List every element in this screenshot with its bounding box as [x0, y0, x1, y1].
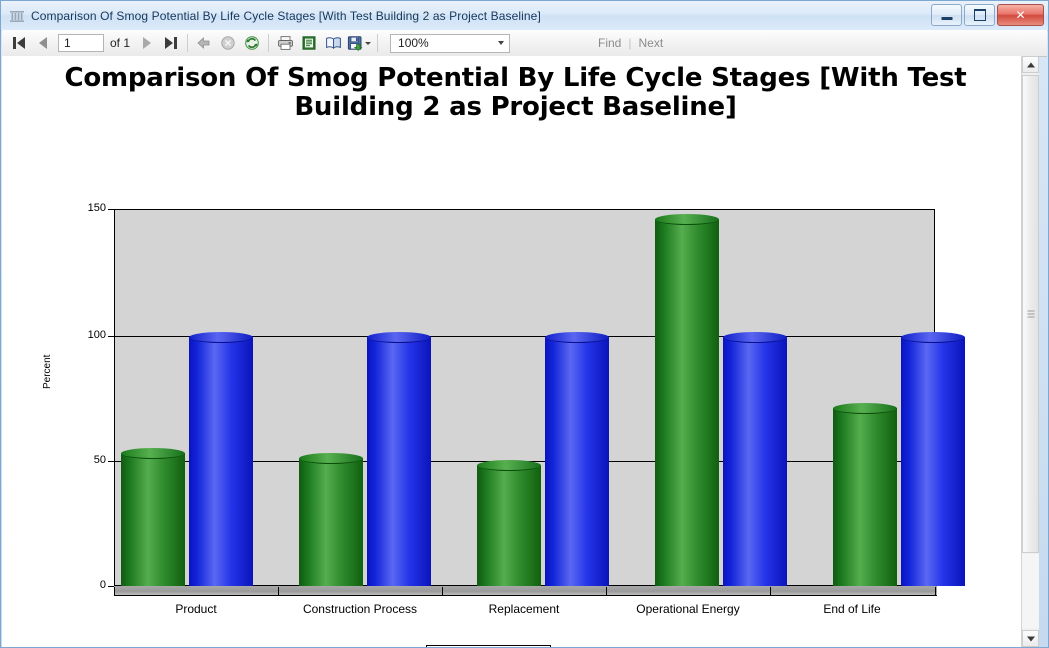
bar-series2-construction-process[interactable] — [367, 332, 431, 586]
minimize-icon — [941, 17, 952, 20]
export-save-icon[interactable] — [346, 32, 372, 54]
page-number-input[interactable]: 1 — [58, 34, 104, 52]
zoom-value: 100% — [398, 36, 429, 50]
close-icon: ✕ — [1015, 8, 1026, 22]
first-page-bar — [13, 37, 16, 49]
title-bar: Comparison Of Smog Potential By Life Cyc… — [1, 1, 1048, 31]
x-category-label-product: Product — [175, 602, 217, 616]
stop-icon[interactable] — [217, 32, 239, 54]
bar-series2-replacement[interactable] — [545, 332, 609, 586]
chevron-down-icon[interactable] — [498, 41, 505, 45]
next-page-arrow — [143, 37, 152, 49]
last-page-arrow — [165, 37, 174, 49]
chart-legend: Test Building 1 Test Building 2 — [426, 645, 551, 647]
window-controls: ✕ — [931, 4, 1044, 26]
x-axis-line — [114, 595, 937, 596]
y-tick-label-100: 100 — [87, 329, 106, 341]
print-layout-icon[interactable] — [298, 32, 320, 54]
bar-series2-product[interactable] — [189, 332, 253, 586]
gridline-100 — [115, 336, 934, 337]
x-category-label-construction-process: Construction Process — [302, 602, 418, 616]
page-title: Comparison Of Smog Potential By Life Cyc… — [64, 63, 967, 123]
y-tick-mark-0 — [108, 586, 114, 587]
y-tick-label-150: 150 — [87, 202, 106, 214]
toolbar-separator-2 — [268, 34, 270, 52]
report-toolbar: 1 of 1 — [2, 30, 1047, 57]
x-category-label-end-of-life: End of Life — [823, 602, 881, 616]
bar-series1-replacement[interactable] — [477, 460, 541, 586]
y-tick-mark-100 — [108, 336, 114, 337]
bar-series2-operational-energy[interactable] — [723, 332, 787, 586]
bar-series1-construction-process[interactable] — [299, 453, 363, 586]
previous-page-arrow — [39, 37, 47, 49]
x-tick-4 — [770, 587, 771, 595]
page-count-label: of 1 — [110, 36, 131, 50]
print-icon[interactable] — [274, 32, 296, 54]
x-tick-1 — [278, 587, 279, 595]
x-tick-5 — [935, 587, 936, 595]
report-pane: Comparison Of Smog Potential By Life Cyc… — [2, 56, 1030, 647]
find-separator: | — [628, 36, 632, 50]
x-tick-3 — [606, 587, 607, 595]
bar-series1-product[interactable] — [121, 448, 185, 586]
scroll-track[interactable] — [1022, 554, 1039, 628]
find-button[interactable]: Find — [598, 36, 622, 50]
first-page-icon[interactable] — [8, 32, 30, 54]
toolbar-separator-3 — [377, 34, 379, 52]
y-tick-mark-150 — [108, 209, 114, 210]
y-axis-label: Percent — [42, 354, 53, 389]
scroll-up-button[interactable] — [1022, 56, 1039, 73]
first-page-arrow — [16, 37, 25, 49]
bar-series1-operational-energy[interactable] — [655, 214, 719, 586]
scroll-down-button[interactable] — [1022, 630, 1039, 647]
bar-series2-end-of-life[interactable] — [901, 332, 965, 586]
chart: Percent 150 100 50 0 — [2, 56, 1029, 647]
next-page-icon[interactable] — [136, 32, 158, 54]
zoom-select[interactable]: 100% — [390, 33, 511, 53]
close-button[interactable]: ✕ — [997, 4, 1044, 26]
previous-page-icon[interactable] — [32, 32, 54, 54]
scroll-up-icon — [1026, 62, 1035, 67]
page-number-value: 1 — [64, 36, 71, 50]
back-arrow-icon[interactable] — [193, 32, 215, 54]
minimize-button[interactable] — [931, 4, 962, 26]
find-area: Find | Next — [598, 36, 663, 50]
y-tick-label-0: 0 — [99, 579, 106, 591]
x-tick-2 — [442, 587, 443, 595]
x-tick-0 — [114, 587, 115, 595]
y-tick-mark-50 — [108, 461, 114, 462]
toolbar-separator-1 — [187, 34, 189, 52]
window-title: Comparison Of Smog Potential By Life Cyc… — [31, 8, 541, 23]
maximize-icon — [973, 9, 986, 21]
vertical-scrollbar[interactable] — [1021, 56, 1039, 647]
scroll-down-icon — [1026, 636, 1035, 641]
bar-series1-end-of-life[interactable] — [833, 403, 897, 586]
x-category-label-replacement: Replacement — [488, 602, 560, 616]
page-setup-icon[interactable] — [322, 32, 344, 54]
x-category-label-operational-energy: Operational Energy — [636, 602, 740, 616]
scroll-grip-icon — [1027, 309, 1034, 320]
y-tick-label-50: 50 — [93, 454, 106, 466]
building-columns-icon — [9, 8, 25, 24]
next-button[interactable]: Next — [638, 36, 664, 50]
chevron-down-icon[interactable] — [365, 41, 372, 45]
scroll-thumb[interactable] — [1022, 75, 1039, 553]
maximize-button[interactable] — [964, 4, 995, 26]
refresh-icon[interactable] — [241, 32, 263, 54]
last-page-icon[interactable] — [160, 32, 182, 54]
last-page-bar — [174, 37, 177, 49]
